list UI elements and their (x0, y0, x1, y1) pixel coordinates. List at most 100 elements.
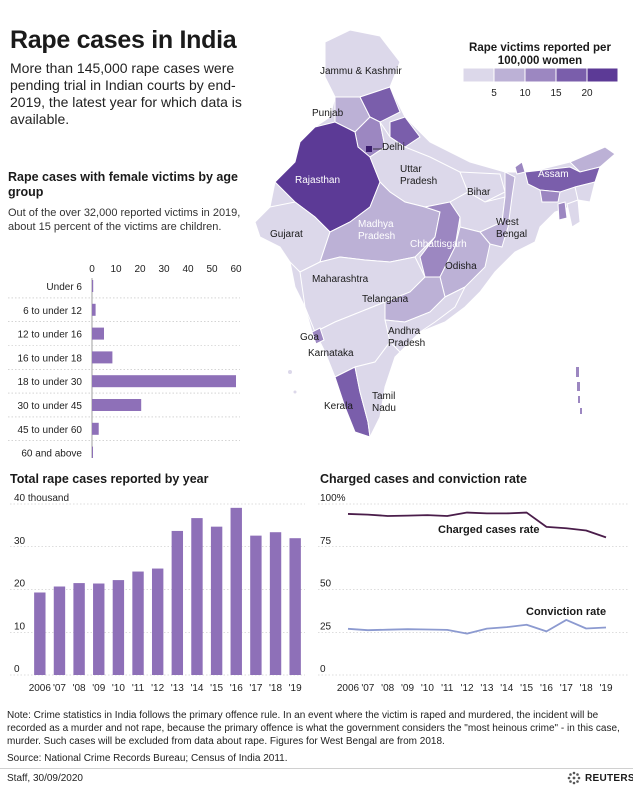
year-bar-18 (269, 532, 282, 675)
age-chart-note: Out of the over 32,000 reported victims … (8, 207, 241, 233)
year-xtick-14: '14 (190, 683, 203, 694)
map-andaman-islands (576, 367, 582, 414)
source-line: Source: National Crime Records Bureau; C… (7, 753, 288, 764)
rate-xtick-09: '09 (401, 683, 414, 694)
india-map: Jammu & Kashmir Punjab Delhi Rajasthan Uttar… (254, 29, 619, 439)
map-label-goa: Goa (300, 332, 319, 343)
map-label-west-bengal: West Bengal (496, 217, 527, 240)
reuters-logo: REUTERS (567, 771, 633, 785)
map-states (254, 29, 616, 439)
year-ytick-40-thousand: 40 thousand (14, 493, 69, 504)
rate-line-charged-cases-rate (347, 511, 607, 539)
page-subtitle: More than 145,000 rape cases were pendin… (10, 60, 242, 127)
age-xtick-60: 60 (230, 264, 242, 275)
age-xtick-10: 10 (110, 264, 122, 275)
age-xtick-40: 40 (182, 264, 194, 275)
map-state-mizoram (566, 199, 581, 228)
year-bar-12 (151, 568, 164, 675)
year-xtick-15: '15 (210, 683, 223, 694)
age-bar-45-to-under-60 (92, 422, 99, 435)
year-xtick-07: '07 (53, 683, 66, 694)
year-ytick-10: 10 (14, 621, 26, 632)
credit-line: Staff, 30/09/2020 (7, 773, 83, 784)
rate-xtick-16: '16 (540, 683, 553, 694)
footer-divider (0, 768, 633, 769)
map-labels: Jammu & Kashmir Punjab Delhi Rajasthan Uttar… (270, 66, 569, 414)
rate-ytick-0: 0 (320, 664, 326, 675)
rate-xtick-2006: 2006 (337, 683, 360, 694)
series-label-conviction: Conviction rate (526, 606, 606, 618)
legend-swatch-5 (586, 67, 619, 83)
map-label-assam: Assam (538, 169, 569, 180)
age-category-label: 12 to under 16 (18, 330, 83, 341)
rate-xtick-12: '12 (461, 683, 474, 694)
map-state-bihar (459, 171, 506, 203)
map-state-meghalaya (539, 189, 561, 203)
map-state-himachal (359, 86, 401, 123)
legend-swatch-4 (555, 67, 588, 83)
map-state-arunachal (569, 146, 616, 173)
footnote: Note: Crime statistics in India follows … (7, 710, 620, 747)
legend-tick-10: 10 (519, 88, 531, 99)
map-label-madhya-pradesh: Madhya Pradesh (358, 219, 395, 242)
map-state-goa (311, 327, 325, 345)
map-label-gujarat: Gujarat (270, 229, 303, 240)
map-label-jammu-kashmir: Jammu & Kashmir (320, 66, 402, 77)
map-label-rajasthan: Rajasthan (295, 175, 340, 186)
age-category-label: 6 to under 12 (23, 306, 82, 317)
legend-tick-15: 15 (550, 88, 562, 99)
year-ytick-20: 20 (14, 579, 26, 590)
age-bar-6-to-under-12 (92, 303, 96, 316)
year-xtick-16: '16 (230, 683, 243, 694)
rate-ytick-50: 50 (320, 579, 332, 590)
map-label-bihar: Bihar (467, 187, 491, 198)
year-bar-2006 (34, 592, 46, 675)
year-xtick-09: '09 (92, 683, 105, 694)
rate-xtick-13: '13 (480, 683, 493, 694)
year-xtick-11: '11 (132, 683, 145, 694)
year-bar-11 (132, 571, 144, 675)
year-xtick-08: '08 (73, 683, 86, 694)
legend-swatch-2 (493, 67, 526, 83)
map-label-tamil-nadu: Tamil Nadu (372, 391, 396, 414)
year-bar-09 (93, 583, 105, 675)
age-group-chart: 0 10 20 30 40 50 60 Under 6 6 to under 12 12 to u… (8, 264, 242, 458)
year-bar-14 (191, 518, 203, 675)
year-bar-15 (210, 526, 223, 675)
rate-xtick-14: '14 (500, 683, 513, 694)
age-bar-16-to-under-18 (92, 351, 113, 364)
map-label-odisha: Odisha (445, 261, 477, 272)
rate-xtick-11: '11 (441, 683, 454, 694)
map-state-sikkim (514, 161, 526, 175)
legend-title: Rape victims reported per 100,000 women (469, 42, 611, 67)
age-bar-60-and-above (92, 446, 93, 458)
age-bar-under-6 (92, 280, 94, 292)
map-state-manipur-nagaland (574, 181, 596, 203)
age-xtick-30: 30 (158, 264, 170, 275)
legend-swatch-3 (524, 67, 557, 83)
map-label-karnataka: Karnataka (308, 348, 354, 359)
map-label-andhra-pradesh: Andhra Pradesh (388, 326, 425, 349)
age-category-label: 30 to under 45 (18, 401, 83, 412)
brand-name: REUTERS (585, 772, 633, 784)
year-bar-19 (289, 538, 301, 675)
age-xtick-0: 0 (89, 264, 95, 275)
age-xtick-20: 20 (134, 264, 146, 275)
year-xtick-18: '18 (269, 683, 282, 694)
year-ytick-0: 0 (14, 664, 20, 675)
year-bar-16 (230, 507, 242, 675)
rate-xtick-15: '15 (520, 683, 533, 694)
rate-ytick-100: 100% (320, 493, 346, 504)
map-label-delhi: Delhi (382, 142, 405, 153)
rate-ytick-75: 75 (320, 536, 332, 547)
rate-xtick-10: '10 (421, 683, 434, 694)
map-state-delhi (366, 146, 372, 152)
age-category-label: 45 to under 60 (18, 425, 83, 436)
legend-tick-5: 5 (491, 88, 497, 99)
age-category-label: 16 to under 18 (18, 353, 83, 364)
age-bar-18-to-under-30 (92, 375, 236, 388)
legend-tick-20: 20 (581, 88, 593, 99)
map-label-kerala: Kerala (324, 401, 353, 412)
age-bar-30-to-under-45 (92, 399, 142, 411)
map-label-telangana: Telangana (362, 294, 409, 305)
